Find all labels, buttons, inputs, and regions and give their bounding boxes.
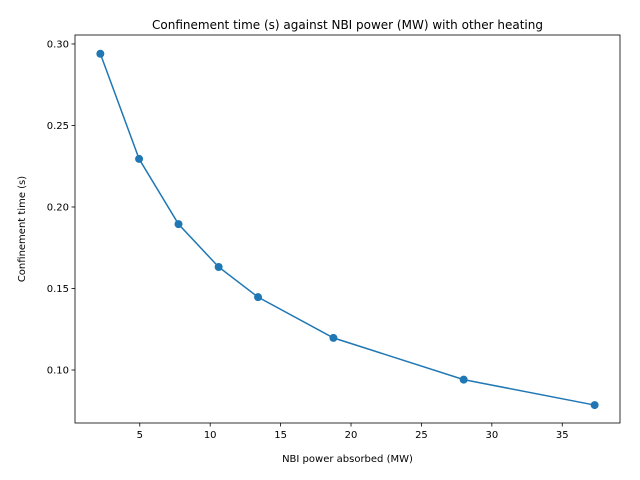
x-axis-label: NBI power absorbed (MW) (282, 454, 413, 465)
x-tick-label: 20 (345, 430, 358, 441)
y-tick-label: 0.20 (47, 202, 69, 213)
chart-title: Confinement time (s) against NBI power (… (152, 18, 543, 32)
data-point (590, 401, 599, 410)
data-point (135, 154, 144, 163)
y-axis: 0.10 0.15 0.20 0.25 0.30 (47, 39, 75, 377)
x-axis: 5 10 15 20 25 30 35 (137, 423, 569, 441)
x-tick-label: 5 (137, 430, 143, 441)
plot-area (96, 49, 599, 410)
y-tick-label: 0.30 (47, 39, 69, 50)
x-tick-label: 30 (485, 430, 498, 441)
series-line (99, 53, 595, 406)
data-point (329, 333, 338, 342)
y-tick-label: 0.10 (47, 366, 69, 377)
data-point (254, 293, 263, 302)
y-axis-label: Confinement time (s) (17, 176, 28, 282)
y-tick-label: 0.25 (47, 121, 69, 132)
data-point (214, 262, 223, 271)
x-tick-label: 10 (204, 430, 217, 441)
data-point (174, 220, 183, 229)
x-tick-label: 15 (274, 430, 287, 441)
x-tick-label: 25 (415, 430, 428, 441)
data-point (459, 375, 468, 384)
x-tick-label: 35 (556, 430, 569, 441)
data-point (96, 49, 105, 58)
y-tick-label: 0.15 (47, 284, 69, 295)
axes-frame (74, 34, 621, 424)
